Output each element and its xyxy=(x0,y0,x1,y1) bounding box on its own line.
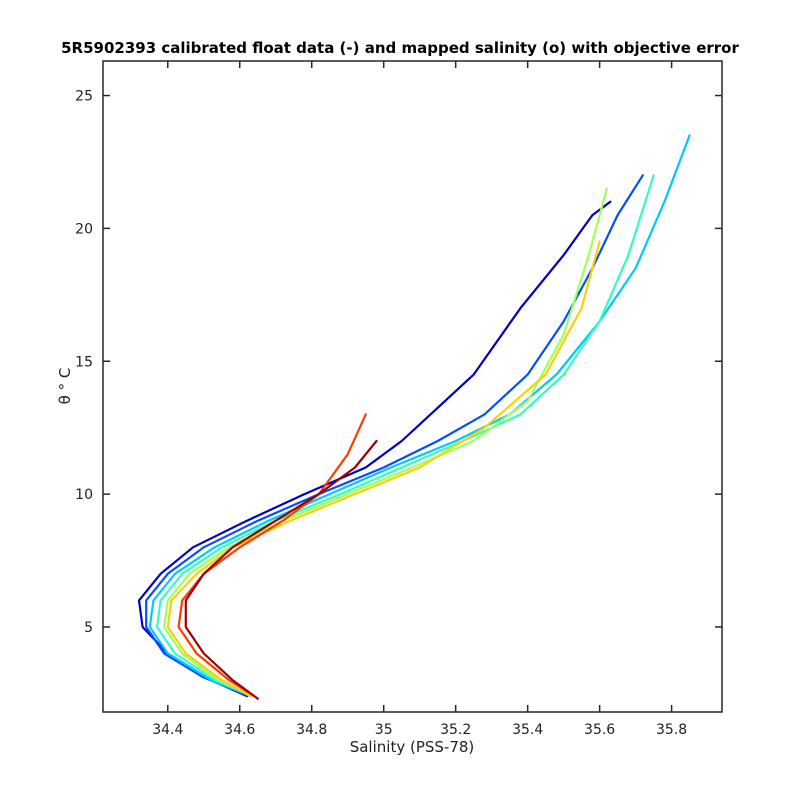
x-tick-label: 35.6 xyxy=(584,722,615,738)
profile-line-8 xyxy=(184,439,378,700)
chart-title: 5R5902393 calibrated float data (-) and … xyxy=(61,39,739,57)
x-tick-label: 34.8 xyxy=(296,722,327,738)
y-axis-label: θ ° C xyxy=(56,368,74,405)
x-tick-label: 35.2 xyxy=(440,722,471,738)
x-tick-label: 35.4 xyxy=(512,722,543,738)
x-tick-label: 34.6 xyxy=(224,722,255,738)
x-axis-label: Salinity (PSS-78) xyxy=(350,738,475,756)
x-tick-label: 35 xyxy=(375,722,393,738)
x-tick-label: 34.4 xyxy=(152,722,183,738)
axes-box xyxy=(102,60,723,713)
y-tick-label: 20 xyxy=(75,221,93,237)
profile-line-4 xyxy=(155,174,655,695)
x-tick-label: 35.8 xyxy=(656,722,687,738)
y-tick-label: 5 xyxy=(84,620,93,636)
axes-layer: 34.4 34.6 34.8 35 35.2 35.4 35.6 35.8 5 10 15 20 25 xyxy=(75,60,723,738)
profile-line-3 xyxy=(148,134,691,698)
plot-area xyxy=(103,61,722,712)
y-tick-label: 10 xyxy=(75,487,93,503)
y-tick-label: 15 xyxy=(75,354,93,370)
series-layer xyxy=(137,134,691,700)
y-tick-label: 25 xyxy=(75,89,93,105)
